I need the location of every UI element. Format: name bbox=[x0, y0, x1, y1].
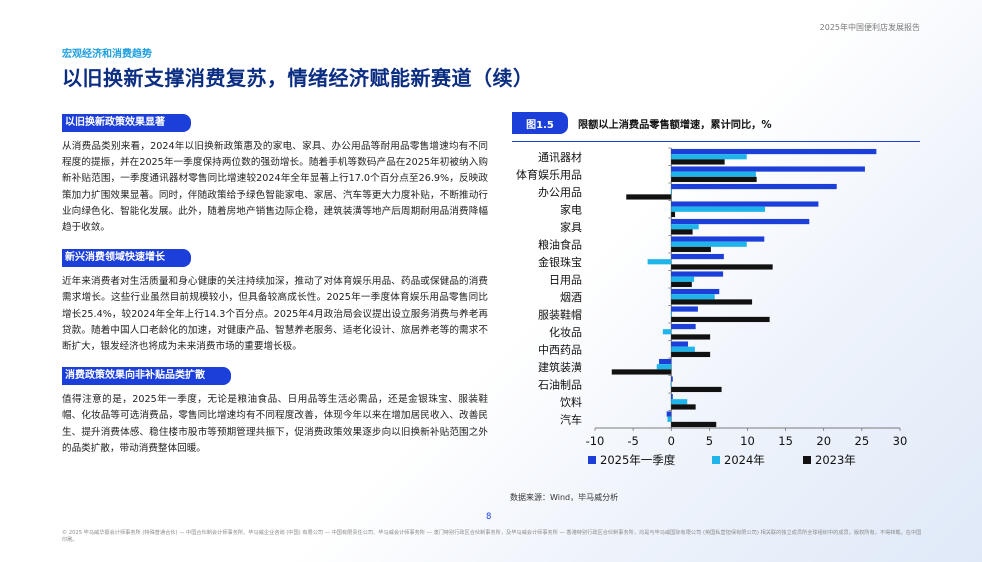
bar-2023 bbox=[671, 176, 757, 183]
bar-2023 bbox=[671, 299, 753, 305]
bar-2025q1 bbox=[671, 166, 865, 172]
bar-2023 bbox=[671, 334, 711, 340]
section-heading-trade-in: 以旧换新政策效果显著 bbox=[62, 114, 191, 132]
bar-2023 bbox=[671, 281, 692, 288]
bar-2023 bbox=[671, 404, 696, 410]
bar-2024 bbox=[671, 154, 747, 160]
section-heading-diffusion: 消费政策效果向非补贴品类扩散 bbox=[62, 367, 231, 386]
section-tag: 宏观经济和消费趋势 bbox=[62, 49, 152, 60]
bar-2023 bbox=[671, 211, 676, 218]
x-tick-label: 5 bbox=[706, 434, 713, 448]
category-label: 办公用品 bbox=[538, 186, 582, 199]
bar-2025q1 bbox=[671, 271, 724, 277]
bar-2025q1 bbox=[671, 341, 689, 347]
bar-2025q1 bbox=[671, 393, 673, 400]
category-label: 粮油食品 bbox=[538, 237, 582, 251]
bar-2024 bbox=[671, 311, 673, 317]
bar-2024 bbox=[670, 381, 672, 387]
x-tick-label: 20 bbox=[816, 434, 831, 448]
x-tick-label: 10 bbox=[740, 434, 755, 448]
legend-label: 2023年 bbox=[815, 453, 856, 467]
category-label: 汽车 bbox=[560, 412, 582, 426]
bar-2024 bbox=[671, 171, 756, 177]
bar-2023 bbox=[671, 246, 711, 253]
bar-2024 bbox=[671, 189, 673, 195]
bar-2024 bbox=[671, 346, 695, 352]
bar-2025q1 bbox=[671, 201, 819, 207]
figure-badge: 图1.5 bbox=[512, 112, 568, 134]
figure-source: 数据来源：Wind，毕马威分析 bbox=[510, 493, 619, 502]
bar-2025q1 bbox=[671, 218, 810, 225]
page-number: 8 bbox=[486, 512, 492, 522]
bar-2024 bbox=[671, 206, 766, 212]
category-label: 建筑装潢 bbox=[538, 360, 582, 374]
category-label: 服装鞋帽 bbox=[538, 307, 582, 321]
legend-label: 2025年一季度 bbox=[600, 453, 676, 467]
category-label: 化妆品 bbox=[549, 325, 582, 339]
x-tick-label: 15 bbox=[778, 434, 793, 448]
bar-2024 bbox=[647, 259, 672, 265]
category-label: 烟酒 bbox=[560, 290, 582, 304]
x-tick-label: 0 bbox=[668, 434, 675, 448]
bar-2025q1 bbox=[671, 253, 724, 260]
legend-swatch bbox=[588, 456, 596, 464]
bar-2024 bbox=[656, 364, 672, 370]
section-heading-emerging: 新兴消费领域快速增长 bbox=[62, 249, 191, 268]
bar-2024 bbox=[671, 294, 715, 300]
category-label: 家具 bbox=[560, 220, 582, 234]
paragraph-emerging: 近年来消费者对生活质量和身心健康的关注持续加深，推动了对体育娱乐用品、药品或保健… bbox=[62, 276, 488, 353]
bar-2025q1 bbox=[671, 183, 837, 190]
paragraph-diffusion: 值得注意的是，2025年一季度，无论是粮油食品、日用品等生活必需品，还是金银珠宝… bbox=[62, 394, 488, 454]
footer-legal-note: © 2025 毕马威华振会计师事务所 (特殊普通合伙) — 中国合伙制会计师事务… bbox=[62, 530, 922, 543]
legend-swatch bbox=[803, 456, 811, 464]
bar-2024 bbox=[667, 416, 672, 422]
bar-2025q1 bbox=[671, 288, 720, 295]
page-title: 以旧换新支撑消费复苏，情绪经济赋能新赛道（续） bbox=[62, 66, 534, 90]
category-label: 日用品 bbox=[549, 273, 582, 286]
bar-2024 bbox=[662, 329, 672, 335]
bar-2024 bbox=[671, 241, 747, 247]
legend-label: 2024年 bbox=[724, 453, 765, 467]
bar-2023 bbox=[671, 264, 773, 270]
bar-2025q1 bbox=[671, 376, 673, 382]
bar-2023 bbox=[671, 159, 725, 165]
category-label: 金银珠宝 bbox=[538, 255, 582, 269]
category-label: 家电 bbox=[560, 202, 582, 216]
paragraph-trade-in: 从消费品类别来看，2024年以旧换新政策惠及的家电、家具、办公用品等耐用品零售增… bbox=[62, 141, 488, 234]
text-column: 以旧换新政策效果显著 从消费品类别来看，2024年以旧换新政策惠及的家电、家具、… bbox=[62, 110, 488, 465]
legend-swatch bbox=[712, 456, 720, 464]
bar-2024 bbox=[671, 224, 699, 230]
bar-2025q1 bbox=[659, 358, 672, 365]
category-label: 饮料 bbox=[560, 395, 582, 409]
figure-header: 图1.5 限额以上消费品零售额增速，累计同比，% bbox=[512, 112, 920, 142]
bar-2023 bbox=[671, 351, 711, 358]
category-label: 通讯器材 bbox=[538, 150, 582, 164]
bar-2025q1 bbox=[671, 236, 765, 242]
bar-2023 bbox=[671, 421, 717, 428]
figure-title: 限额以上消费品零售额增速，累计同比，% bbox=[578, 120, 772, 131]
bar-2023 bbox=[626, 194, 672, 200]
x-tick-label: -5 bbox=[627, 434, 638, 448]
report-tag: 2025年中国便利店发展报告 bbox=[819, 23, 920, 32]
x-tick-label: -10 bbox=[586, 434, 605, 448]
bar-2023 bbox=[671, 316, 770, 323]
category-label: 中西药品 bbox=[538, 343, 582, 356]
category-label: 体育娱乐用品 bbox=[516, 167, 582, 181]
bar-2025q1 bbox=[671, 323, 696, 330]
bar-2024 bbox=[671, 399, 688, 405]
bar-2025q1 bbox=[671, 306, 698, 312]
bar-2025q1 bbox=[671, 148, 877, 155]
bar-2023 bbox=[671, 386, 722, 393]
bar-2023 bbox=[611, 369, 672, 375]
x-tick-label: 30 bbox=[893, 434, 908, 448]
bar-2025q1 bbox=[666, 411, 672, 417]
x-tick-label: 25 bbox=[855, 434, 870, 448]
bar-2024 bbox=[671, 276, 695, 282]
category-label: 石油制品 bbox=[538, 377, 582, 391]
retail-growth-bar-chart: 通讯器材体育娱乐用品办公用品家电家具粮油食品金银珠宝日用品烟酒服装鞋帽化妆品中西… bbox=[516, 147, 908, 467]
bar-2023 bbox=[671, 229, 693, 235]
